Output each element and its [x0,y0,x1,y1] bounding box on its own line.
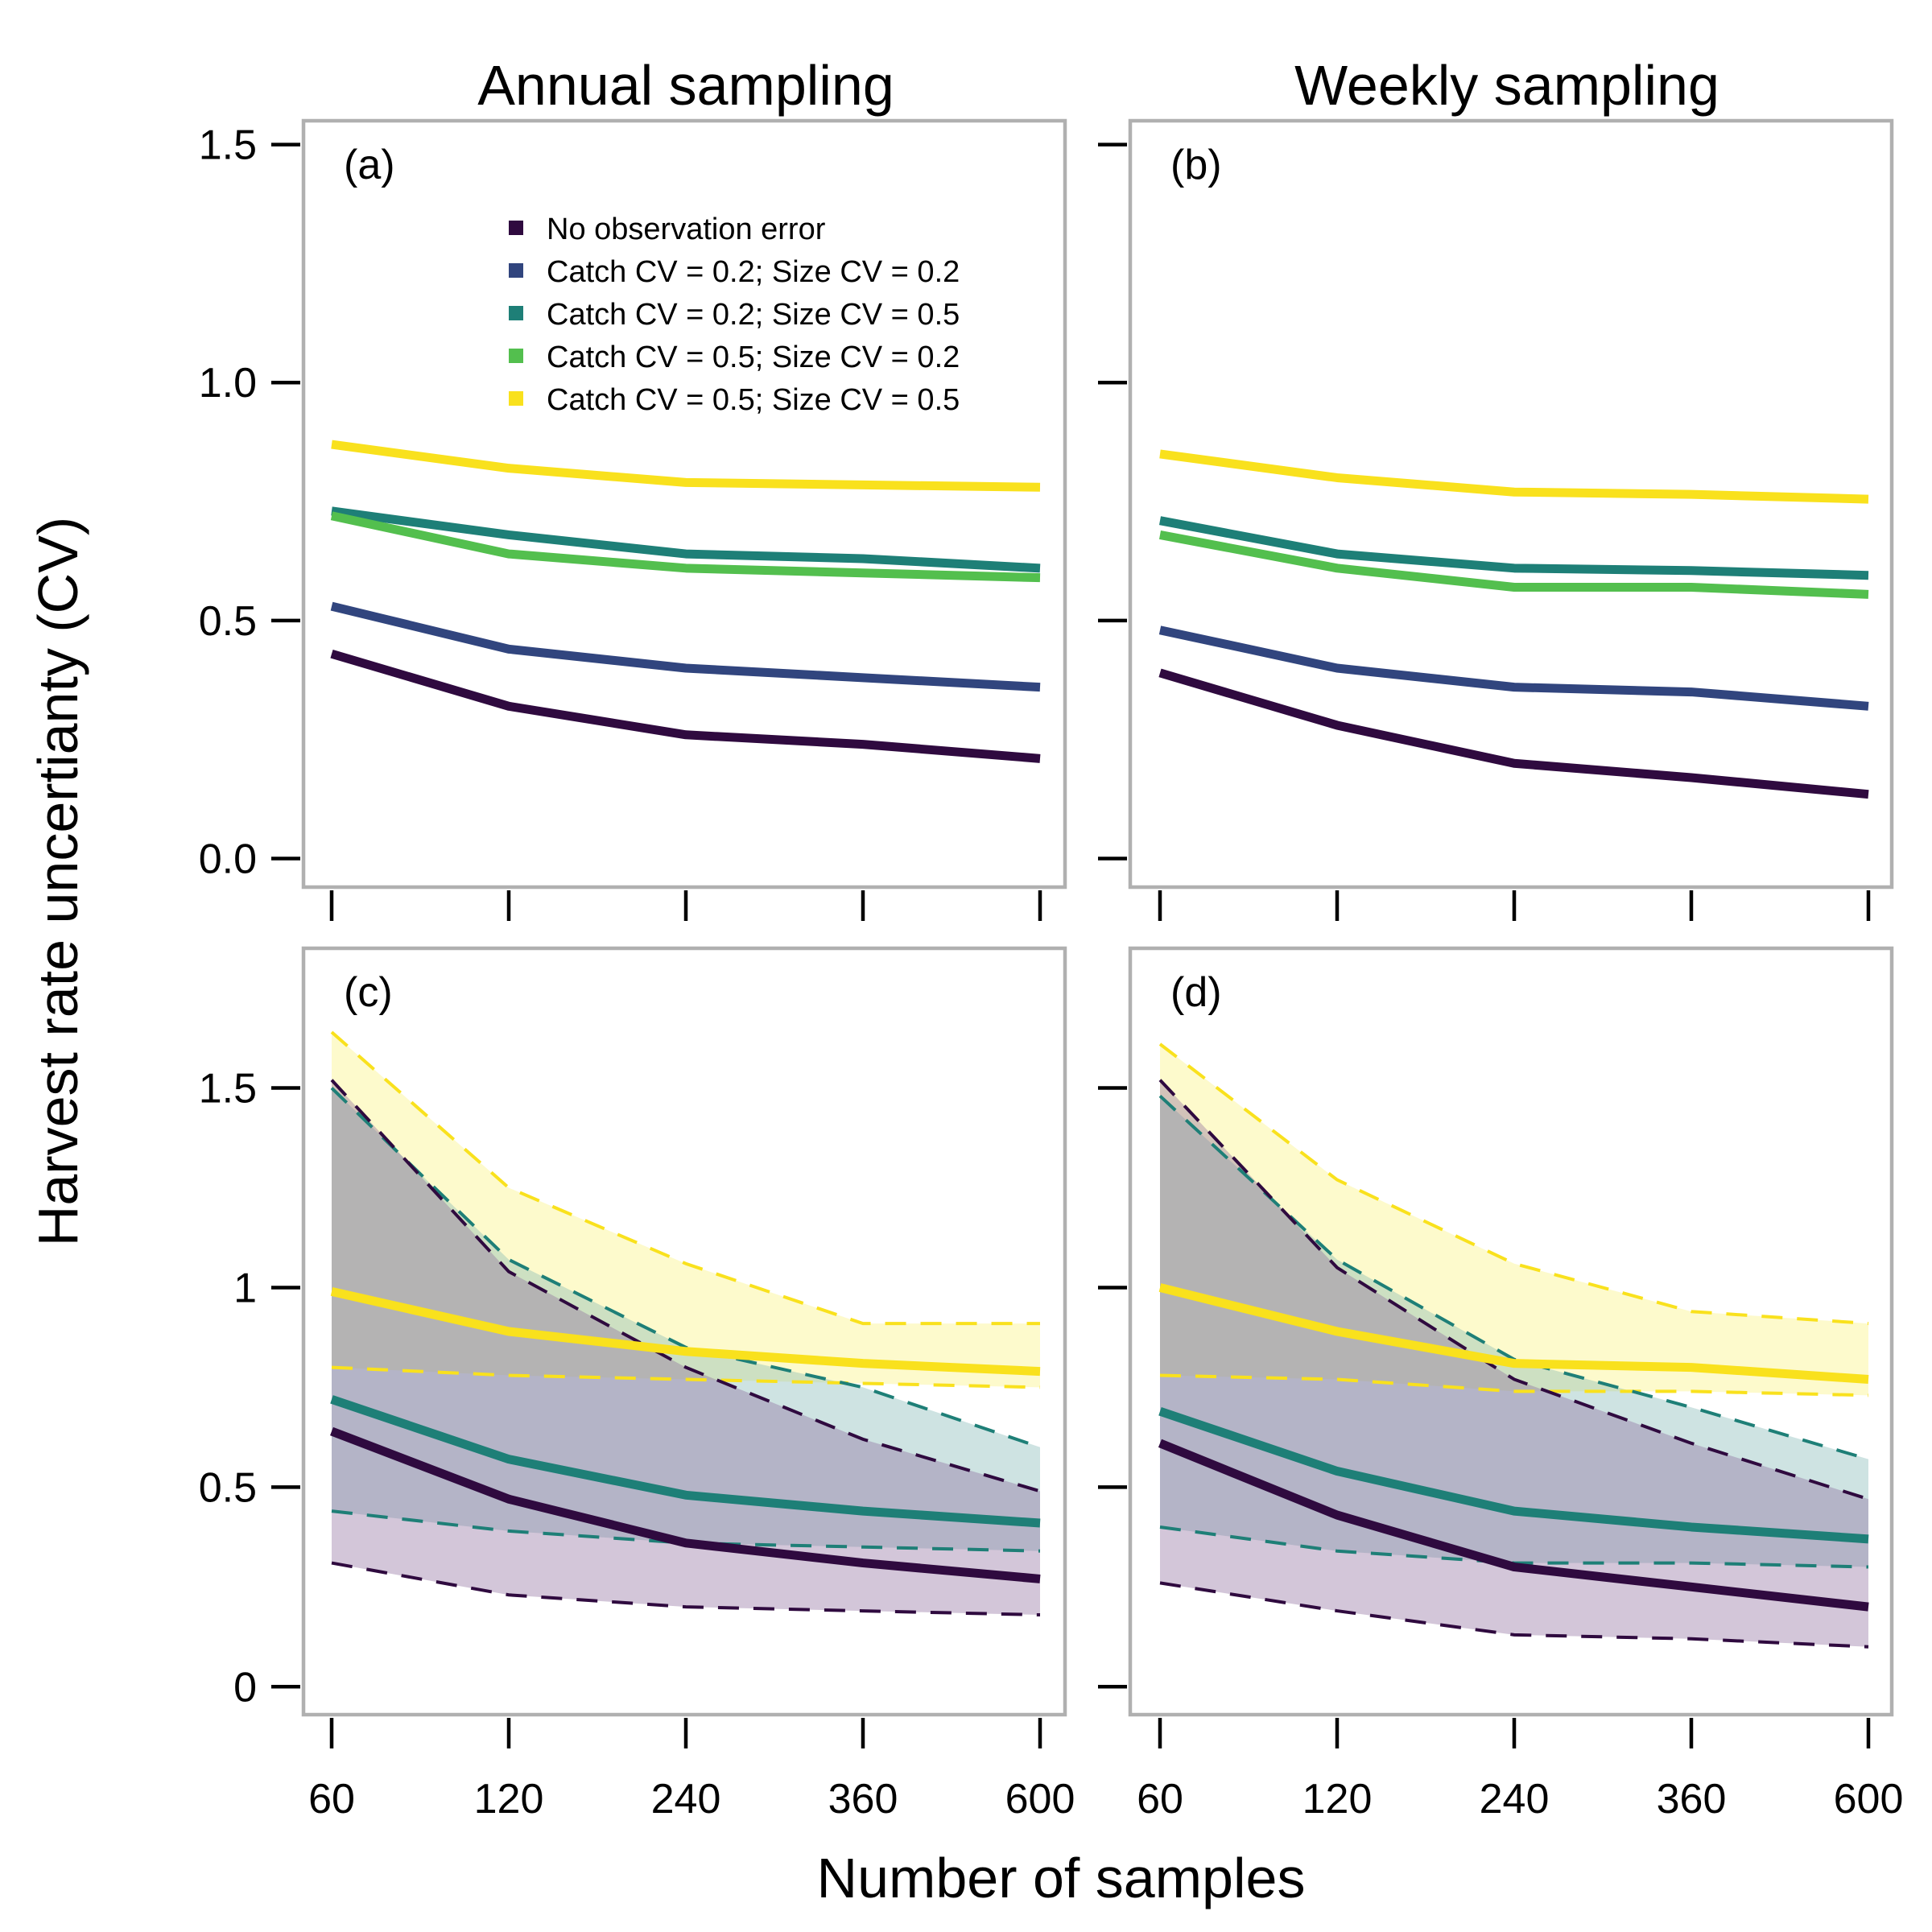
plot-frame-b [1128,118,1894,890]
y-tick-label-c: 0.5 [199,1464,257,1511]
band-catch-cv-0-5-size-cv-0-5-c [332,1032,1040,1388]
line-catch-cv-0-5-size-cv-0-5-a [331,440,1041,492]
legend-swatch-no-error [509,221,523,235]
line-no-observation-error-c [330,1426,1041,1583]
lower-bound-no-observation-error-d [1159,1581,1869,1649]
lower-bound-catch-cv-0-5-size-cv-0-5-d [1159,1373,1869,1397]
column-title-annual: Annual sampling [477,54,894,117]
upper-bound-no-observation-error-d [1158,1079,1869,1501]
line-catch-cv-0-2-size-cv-0-5-c [330,1395,1041,1528]
line-catch-cv-0-5-size-cv-0-5-b [1159,449,1869,504]
legend-label-catch02-size05: Catch CV = 0.2; Size CV = 0.5 [547,298,960,332]
y-tick-label-a: 1.5 [199,122,257,169]
y-axis-title: Harvest rate uncertianty (CV) [27,517,89,1246]
legend-swatch-catch05-size05 [509,391,523,406]
legend-label-catch05-size05: Catch CV = 0.5; Size CV = 0.5 [547,383,960,417]
line-catch-cv-0-2-size-cv-0-5-a [331,506,1041,573]
y-tick-label-a: 0.0 [199,836,257,883]
line-catch-cv-0-5-size-cv-0-5-d [1158,1283,1869,1384]
line-catch-cv-0-2-size-cv-0-2-b [1158,625,1869,711]
line-catch-cv-0-5-size-cv-0-5-c [330,1287,1041,1377]
panel-d: (d) 60 120 240 360 600 [1098,946,1904,1823]
column-title-weekly: Weekly sampling [1294,54,1719,117]
line-catch-cv-0-2-size-cv-0-2-a [330,601,1041,692]
legend-label-catch05-size02: Catch CV = 0.5; Size CV = 0.2 [547,341,960,374]
upper-bound-catch-cv-0-5-size-cv-0-5-d [1158,1042,1869,1326]
line-no-observation-error-a [330,649,1041,763]
legend: No observation error Catch CV = 0.2; Siz… [509,213,960,417]
x-tick-label-d: 240 [1480,1776,1550,1823]
band-catch-cv-0-5-size-cv-0-5-d [1160,1044,1868,1396]
x-tick-label-d: 360 [1657,1776,1727,1823]
y-tick-label-a: 1.0 [199,360,257,407]
x-tick-label-d: 60 [1137,1776,1183,1823]
panel-b: (b) [1098,118,1894,921]
legend-swatch-catch05-size02 [509,349,523,363]
panel-label-b: (b) [1170,142,1222,188]
upper-bound-catch-cv-0-5-size-cv-0-5-c [330,1030,1040,1326]
plot-frame-a [301,118,1067,890]
y-tick-label-c: 1.5 [199,1066,257,1113]
plot-frame-c [301,946,1067,1717]
x-tick-label-c: 60 [308,1776,355,1823]
line-catch-cv-0-5-size-cv-0-2-a [330,511,1041,583]
legend-swatch-catch02-size05 [509,306,523,320]
x-tick-label-d: 120 [1302,1776,1373,1823]
legend-label-no-error: No observation error [547,213,826,246]
line-catch-cv-0-2-size-cv-0-5-d [1158,1406,1869,1544]
plot-frame-d [1128,946,1894,1717]
y-tick-label-c: 1 [233,1265,257,1311]
y-tick-label-a: 0.5 [199,598,257,645]
lower-bound-no-observation-error-c [331,1561,1041,1617]
x-tick-label-c: 600 [1005,1776,1075,1823]
x-tick-label-c: 240 [651,1776,721,1823]
panel-label-d: (d) [1170,969,1222,1016]
x-tick-label-c: 120 [474,1776,544,1823]
lower-bound-catch-cv-0-5-size-cv-0-5-c [331,1365,1041,1389]
y-tick-label-c: 0 [233,1664,257,1711]
panel-label-c: (c) [344,969,393,1016]
legend-label-catch02-size02: Catch CV = 0.2; Size CV = 0.2 [547,255,960,289]
x-tick-label-d: 600 [1834,1776,1904,1823]
line-catch-cv-0-5-size-cv-0-2-b [1158,530,1869,599]
panel-c: (c) 0 0.5 1 1.5 60 120 240 360 600 [199,946,1075,1823]
band-catch-cv-0-2-size-cv-0-5-d [1160,1096,1868,1567]
panel-label-a: (a) [344,142,395,188]
line-catch-cv-0-2-size-cv-0-5-b [1158,516,1869,580]
band-no-observation-error-d [1160,1080,1868,1647]
legend-swatch-catch02-size02 [509,263,523,278]
line-no-observation-error-d [1158,1439,1869,1612]
x-tick-label-c: 360 [828,1776,898,1823]
upper-bound-no-observation-error-c [330,1079,1041,1493]
band-no-observation-error-c [332,1080,1040,1616]
band-catch-cv-0-2-size-cv-0-5-c [332,1088,1040,1551]
x-axis-title: Number of samples [817,1847,1306,1909]
panel-a: (a) 0.0 0.5 1.0 1.5 [199,118,1067,921]
line-no-observation-error-b [1158,668,1869,799]
